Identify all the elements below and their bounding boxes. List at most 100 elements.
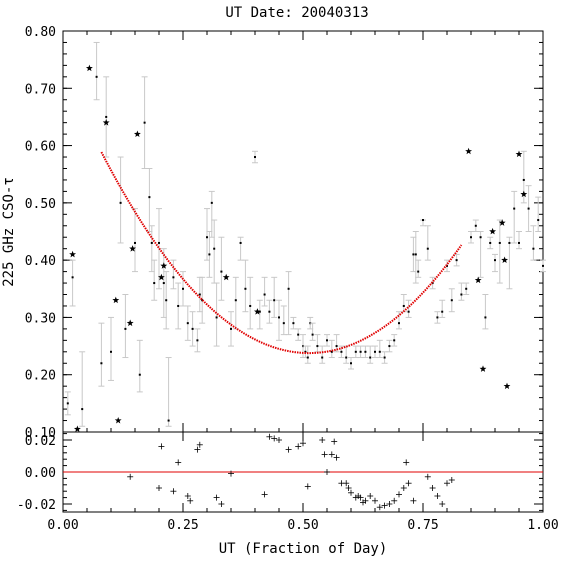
error-bar [376,339,383,359]
data-point [450,299,453,302]
star-marker [520,190,528,198]
error-bar [108,316,114,381]
error-bar [132,208,138,273]
data-point [110,350,112,353]
data-point [124,327,127,330]
star-marker [489,227,497,235]
residual-point [218,501,225,507]
residual-point [381,502,388,509]
error-bar [506,236,513,290]
data-point [417,270,420,273]
data-point [350,362,352,365]
residual-point [304,483,311,490]
data-point [196,339,199,342]
residual-point [345,485,352,491]
data-point [321,356,324,359]
data-point [393,339,396,342]
error-bar [496,219,503,284]
y-tick-label: 0.80 [25,25,56,40]
data-point [359,350,362,353]
data-point [273,299,276,302]
data-point [306,356,309,359]
star-marker [222,273,230,281]
data-point [263,293,266,296]
residual-point [228,470,234,477]
data-point [518,241,520,244]
data-point [465,287,468,290]
residual-point [300,440,306,447]
error-bar [79,351,86,427]
residual-panel: -0.02 0.00 0.02 0.00 0.25 0.50 0.75 1.00 [17,431,559,533]
residual-point [271,435,278,442]
data-point [489,241,492,244]
data-point [213,247,216,250]
residual-point [127,473,134,480]
error-bar [256,299,263,330]
star-marker [73,425,81,433]
data-point [354,350,357,353]
data-point [143,121,146,124]
star-marker [160,262,168,269]
data-point [234,299,237,302]
star-marker [501,256,509,264]
residual-point [367,493,374,499]
data-point [215,316,218,319]
star-marker [253,308,261,315]
data-point [422,219,424,222]
residual-point [266,433,273,440]
star-marker [474,276,482,284]
residual-y-tick-label: 0.00 [25,466,56,481]
data-point [484,316,487,319]
data-point [210,201,213,204]
data-point [316,345,319,348]
star-marker [133,130,141,138]
residual-point [170,488,177,495]
error-bar [98,322,105,387]
residual-point [331,438,338,445]
data-point [537,219,540,222]
residual-point [444,480,450,487]
error-bar [276,299,282,341]
error-bar [319,345,326,364]
residual-point [448,477,455,483]
data-point [542,264,544,267]
data-point [186,322,189,325]
star-marker [69,250,77,258]
data-point [441,310,444,313]
top-panel: 0.10 0.20 0.30 0.40 0.50 0.60 0.70 0.80 [25,25,546,441]
error-bar [151,259,158,301]
error-bar [261,276,268,307]
data-point [335,345,338,348]
star-marker [157,273,165,281]
x-tick-label: 1.00 [527,518,558,533]
data-point [369,356,372,359]
y-tick-label: 0.60 [25,140,56,155]
y-tick-label: 0.70 [25,82,56,97]
data-point [95,75,98,78]
residual-point [400,485,407,491]
star-marker [114,416,122,424]
data-point [153,282,156,285]
x-tick-label: 0.25 [167,518,198,533]
error-bar [415,259,422,278]
star-marker [465,147,473,155]
residual-point [196,441,203,448]
residual-point [424,473,431,480]
residual-point [386,501,393,507]
residual-point [343,480,350,487]
star-marker [112,296,120,304]
error-bar [232,276,239,330]
x-tick-label: 0.50 [287,518,318,533]
data-point [414,253,417,256]
error-bar [412,231,419,284]
data-point [239,241,242,244]
data-point [182,287,184,290]
error-bar [328,339,335,359]
error-bar [477,231,484,278]
data-point [532,247,535,250]
y-axis-label: 225 GHz CSO-τ [1,177,17,287]
residual-point [372,497,378,504]
residual-point [357,494,364,501]
error-bar [165,357,172,427]
